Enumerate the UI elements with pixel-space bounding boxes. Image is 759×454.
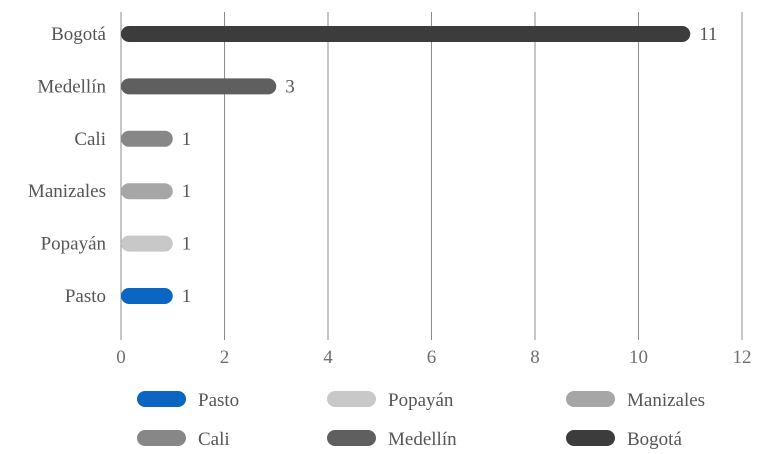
- category-label-pasto: Pasto: [65, 286, 106, 307]
- value-label-popayan: 1: [182, 234, 192, 255]
- legend-swatch-cali: [137, 430, 186, 446]
- category-label-manizales: Manizales: [28, 181, 106, 202]
- value-label-medellin: 3: [285, 76, 295, 97]
- legend-item-manizales: Manizales: [566, 390, 705, 411]
- value-label-cali: 1: [182, 129, 192, 150]
- bar-bogota: [121, 26, 691, 42]
- category-axis: Pasto Popayán Manizales Cali Medellín Bogotá: [28, 24, 107, 307]
- x-tick-label-2: 2: [220, 347, 230, 368]
- grid-lines: [120, 12, 743, 340]
- value-label-manizales: 1: [182, 181, 192, 202]
- bar-cali: [121, 130, 173, 147]
- bar-popayan: [121, 235, 173, 252]
- legend-item-medellin: Medellín: [327, 429, 457, 450]
- x-tick-label-8: 8: [530, 347, 540, 368]
- legend-swatch-manizales: [566, 391, 615, 407]
- legend-label-manizales: Manizales: [627, 390, 705, 411]
- legend-item-cali: Cali: [137, 429, 230, 450]
- legend-label-bogota: Bogotá: [627, 429, 682, 449]
- legend-swatch-medellin: [327, 430, 376, 446]
- x-tick-label-0: 0: [116, 347, 126, 368]
- value-label-pasto: 1: [182, 286, 192, 307]
- category-label-medellin: Medellín: [37, 76, 106, 97]
- legend-swatch-pasto: [137, 391, 186, 407]
- legend-label-pasto: Pasto: [198, 390, 239, 411]
- legend-swatch-bogota: [566, 430, 615, 446]
- category-label-popayan: Popayán: [41, 234, 107, 255]
- x-tick-label-12: 12: [733, 347, 752, 368]
- x-tick-label-4: 4: [323, 347, 333, 368]
- legend: Pasto Popayán Manizales Cali Medellín Bogotá: [137, 390, 705, 450]
- category-label-cali: Cali: [74, 129, 106, 150]
- value-label-bogota: 11: [699, 24, 717, 45]
- value-axis: 0 2 4 6 8 10 12: [116, 347, 751, 368]
- legend-item-popayan: Popayán: [327, 390, 454, 411]
- bar-pasto: [121, 288, 173, 304]
- bar-manizales: [121, 183, 173, 200]
- legend-swatch-popayan: [327, 391, 376, 407]
- legend-label-popayan: Popayán: [388, 390, 454, 411]
- bar-medellin: [121, 78, 277, 95]
- legend-label-cali: Cali: [198, 429, 230, 449]
- x-tick-label-6: 6: [427, 347, 437, 368]
- category-label-bogota: Bogotá: [51, 24, 106, 45]
- x-tick-label-10: 10: [629, 347, 648, 368]
- legend-item-bogota: Bogotá: [566, 429, 682, 450]
- legend-item-pasto: Pasto: [137, 390, 239, 411]
- bar-series: [121, 26, 691, 304]
- legend-label-medellin: Medellín: [388, 429, 457, 449]
